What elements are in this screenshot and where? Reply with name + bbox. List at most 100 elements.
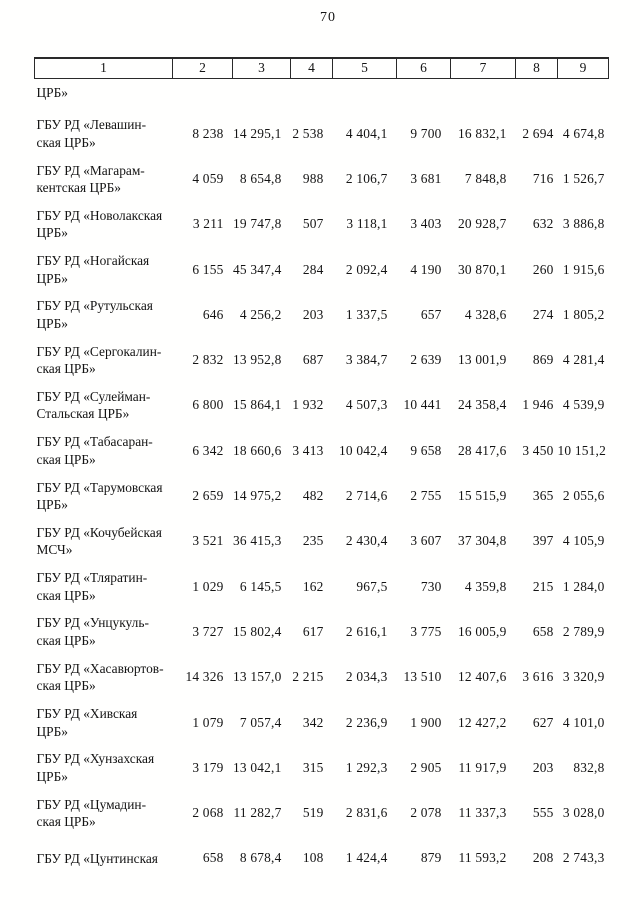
table-row: ГБУ РД «Тарумовская ЦРБ» 2 659 14 975,2 … (35, 473, 609, 518)
value-cell: 4 404,1 (345, 125, 388, 141)
value-cell: 879 (420, 850, 442, 866)
value-cell: 2 659 (192, 488, 224, 504)
value-cell: 15 802,4 (233, 623, 282, 639)
value-cell: 869 (532, 352, 554, 368)
value-cell: 18 660,6 (233, 442, 282, 458)
column-header: 4 (290, 57, 333, 79)
value-cell: 2 743,3 (562, 850, 605, 866)
value-cell: 2 078 (410, 805, 442, 821)
value-cell: 397 (532, 533, 554, 549)
page-number: 70 (320, 10, 336, 25)
value-cell: 12 407,6 (458, 669, 507, 685)
column-header: 5 (332, 57, 397, 79)
value-cell: 3 775 (410, 623, 442, 639)
value-cell: 617 (302, 623, 324, 639)
table-row: ГБУ РД «Табасаран- ская ЦРБ» 6 342 18 66… (35, 428, 609, 473)
value-cell: 7 848,8 (464, 170, 507, 186)
value-cell: 162 (302, 578, 324, 594)
value-cell: 15 864,1 (233, 397, 282, 413)
value-cell: 3 607 (410, 533, 442, 549)
value-cell: 2 905 (410, 759, 442, 775)
value-cell: 2 106,7 (345, 170, 388, 186)
value-cell: 36 415,3 (233, 533, 282, 549)
value-cell: 12 427,2 (458, 714, 507, 730)
value-cell: 4 674,8 (562, 125, 605, 141)
value-cell: 10 042,4 (339, 442, 388, 458)
value-cell: 45 347,4 (233, 261, 282, 277)
value-cell: 4 507,3 (345, 397, 388, 413)
value-cell: 8 238 (192, 125, 224, 141)
facility-name-cell: ГБУ РД «Тляратин- ская ЦРБ» (36, 570, 148, 603)
value-cell: 315 (302, 759, 324, 775)
value-cell: 10 441 (403, 397, 442, 413)
column-header: 9 (557, 57, 609, 79)
facility-name-cell: ГБУ РД «Новолакская ЦРБ» (36, 207, 163, 241)
value-cell: 215 (532, 578, 554, 594)
value-cell: 4 105,9 (562, 533, 605, 549)
value-cell: 20 928,7 (458, 216, 507, 232)
value-cell: 646 (202, 306, 224, 322)
value-cell: 3 211 (192, 216, 224, 232)
table-row: ГБУ РД «Хунзахская ЦРБ» 3 179 13 042,1 3… (35, 745, 609, 790)
value-cell: 16 005,9 (458, 623, 507, 639)
value-cell: 11 282,7 (233, 805, 282, 821)
value-cell: 4 059 (192, 170, 224, 186)
value-cell: 15 515,9 (458, 488, 507, 504)
value-cell: 9 658 (410, 442, 442, 458)
value-cell: 4 281,4 (562, 352, 605, 368)
value-cell: 4 101,0 (562, 714, 605, 730)
value-cell: 658 (202, 850, 224, 866)
value-cell: 4 328,6 (464, 306, 507, 322)
table-row: ГБУ РД «Новолакская ЦРБ» 3 211 19 747,8 … (35, 202, 609, 247)
facility-name-cell: ГБУ РД «Цумадин- ская ЦРБ» (36, 796, 147, 830)
value-cell: 2 639 (410, 352, 442, 368)
table-row: ГБУ РД «Сергокалин- ская ЦРБ» 2 832 13 9… (35, 337, 609, 382)
value-cell: 687 (302, 352, 324, 368)
value-cell: 2 789,9 (562, 623, 605, 639)
facility-name-cell: ГБУ РД «Табасаран- ская ЦРБ» (36, 434, 153, 467)
facility-name-cell: ГБУ РД «Сергокалин- ская ЦРБ» (36, 343, 162, 377)
value-cell: 1 932 (292, 397, 324, 413)
value-cell: 555 (532, 805, 554, 821)
value-cell: 1 337,5 (345, 306, 388, 322)
value-cell: 342 (302, 714, 324, 730)
table-row: ГБУ РД «Кочубейская МСЧ» 3 521 36 415,3 … (35, 519, 609, 564)
value-cell: 284 (302, 261, 324, 277)
value-cell: 6 145,5 (239, 578, 282, 594)
value-cell: 3 118,1 (346, 216, 388, 232)
value-cell: 632 (532, 216, 554, 232)
column-header: 6 (396, 57, 451, 79)
value-cell: 3 413 (292, 442, 324, 458)
facility-name-cell: ГБУ РД «Тарумовская ЦРБ» (36, 479, 163, 513)
facility-name-cell: ГБУ РД «Цунтинская (36, 850, 158, 866)
value-cell: 519 (302, 805, 324, 821)
value-cell: 10 151,2 (557, 442, 606, 458)
value-cell: 28 417,6 (458, 442, 507, 458)
value-cell: 482 (302, 488, 324, 504)
value-cell: 6 155 (192, 261, 224, 277)
value-cell: 2 616,1 (345, 623, 388, 639)
value-cell: 1 029 (192, 578, 224, 594)
value-cell: 19 747,8 (233, 216, 282, 232)
value-cell: 108 (302, 850, 324, 866)
value-cell: 1 805,2 (562, 306, 605, 322)
table-header: 1 2 3 4 5 6 7 8 9 (34, 57, 609, 79)
column-header: 3 (232, 57, 291, 79)
column-header: 8 (515, 57, 558, 79)
report-table: 1 2 3 4 5 6 7 8 9 ЦРБ» (34, 57, 609, 881)
value-cell: 2 755 (410, 488, 442, 504)
value-cell: 203 (532, 759, 554, 775)
value-cell: 274 (532, 306, 554, 322)
value-cell: 1 079 (192, 714, 224, 730)
value-cell: 4 190 (410, 261, 442, 277)
value-cell: 3 403 (410, 216, 442, 232)
facility-name-cell: ГБУ РД «Рутульская ЦРБ» (36, 298, 153, 331)
value-cell: 1 284,0 (562, 578, 605, 594)
table-row: ГБУ РД «Цунтинская 658 8 678,4 108 1 424… (35, 836, 609, 881)
value-cell: 2 034,3 (345, 669, 388, 685)
value-cell: 4 256,2 (239, 306, 282, 322)
value-cell: 14 975,2 (233, 488, 282, 504)
value-cell: 1 946 (522, 397, 554, 413)
value-cell: 2 538 (292, 125, 324, 141)
